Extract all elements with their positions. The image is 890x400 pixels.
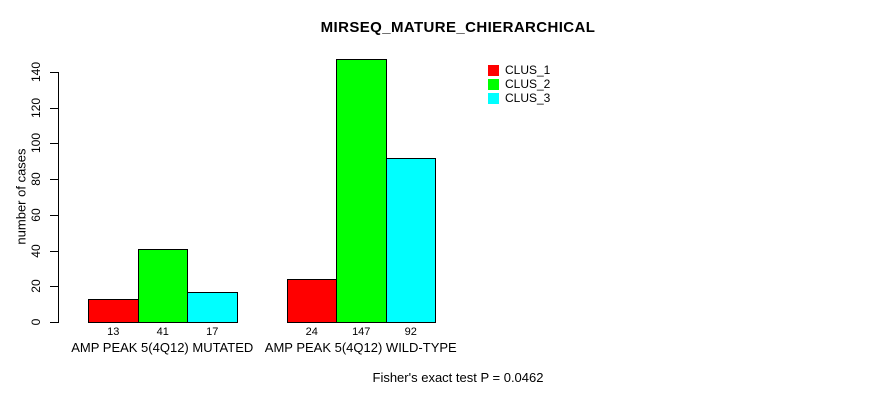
bar-value-label: 41 [156,326,169,338]
y-tick-label: 40 [29,244,43,258]
footnote: Fisher's exact test P = 0.0462 [372,370,544,385]
bar [187,292,238,323]
y-tick [50,108,58,109]
legend-label: CLUS_2 [505,77,551,91]
bar-value-label: 92 [404,326,417,338]
chart-title: MIRSEQ_MATURE_CHIERARCHICAL [320,19,596,36]
legend-label: CLUS_3 [505,91,551,105]
legend-swatch [488,64,499,76]
x-category-label: AMP PEAK 5(4Q12) MUTATED [71,340,254,355]
y-tick-label: 80 [29,172,43,186]
bar [286,279,337,323]
bar [336,59,387,323]
legend-row: CLUS_1 [488,63,550,77]
y-tick [50,72,58,73]
y-tick-label: 120 [29,97,43,119]
y-tick-label: 100 [29,132,43,154]
bar [88,299,139,323]
y-tick [50,322,58,323]
y-tick-label: 0 [29,318,43,326]
y-tick-label: 60 [29,208,43,222]
y-tick [50,286,58,287]
y-tick [50,251,58,252]
y-tick [50,215,58,216]
bar-value-label: 17 [206,326,219,338]
y-axis-line [58,72,59,323]
legend-row: CLUS_2 [488,77,550,91]
bar [137,249,188,323]
legend: CLUS_1 CLUS_2 CLUS_3 [488,63,550,105]
legend-row: CLUS_3 [488,91,550,105]
bar-value-label: 13 [107,326,120,338]
legend-label: CLUS_1 [505,63,551,77]
y-tick [50,143,58,144]
y-tick [50,179,58,180]
x-category-label: AMP PEAK 5(4Q12) WILD-TYPE [264,340,457,355]
legend-swatch [488,78,499,90]
y-tick-label: 20 [29,279,43,293]
y-axis-label: number of cases [13,148,29,245]
bar-value-label: 147 [352,326,371,338]
bar [385,158,436,323]
y-tick-label: 140 [29,61,43,83]
legend-swatch [488,92,499,104]
bar-value-label: 24 [305,326,318,338]
